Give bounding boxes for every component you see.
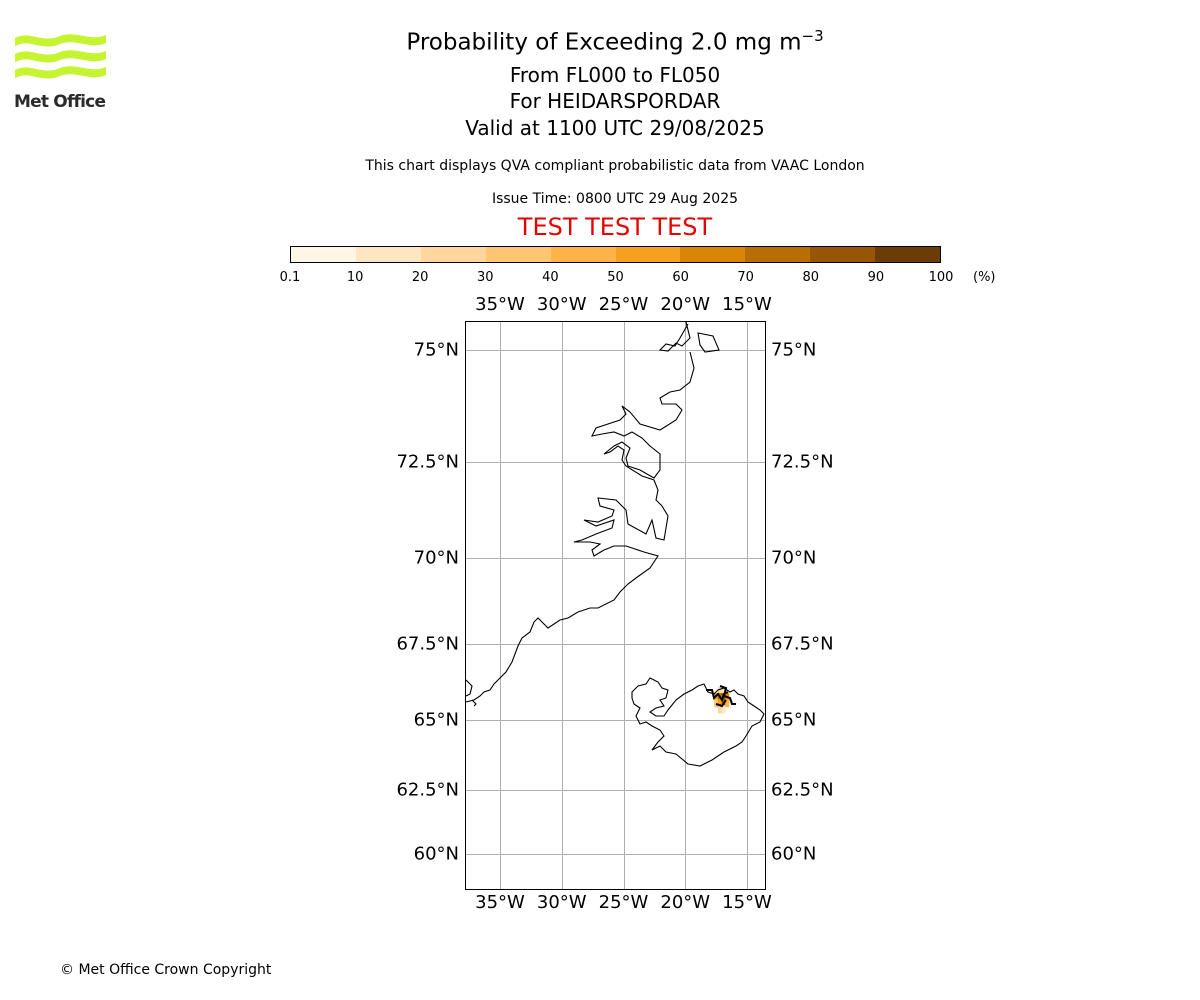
coastline: [465, 321, 765, 767]
lon-top-label: 15°W: [722, 294, 772, 315]
probability-cell: [717, 705, 722, 714]
lon-top-label: 35°W: [475, 294, 525, 315]
colorbar-segment: [550, 247, 616, 262]
lat-left-label: 65°N: [413, 709, 459, 731]
colorbar-tick-label: 80: [802, 270, 820, 285]
lat-left-label: 67.5°N: [396, 633, 459, 655]
colorbar-tick-label: 50: [607, 270, 624, 285]
lat-right-label: 70°N: [771, 547, 817, 569]
lon-bot-label: 15°W: [722, 892, 772, 913]
colorbar-segment: [420, 247, 486, 262]
test-banner: TEST TEST TEST: [517, 213, 713, 241]
met-office-logo: Met Office: [14, 30, 108, 112]
colorbar-tick-label: 0.1: [279, 270, 301, 285]
colorbar-segment: [291, 247, 356, 262]
colorbar-segment: [615, 247, 681, 262]
logo-text: Met Office: [14, 92, 106, 112]
colorbar-tick-label: 40: [542, 270, 559, 285]
copyright-footer: © Met Office Crown Copyright: [60, 962, 272, 978]
colorbar-tick-label: 30: [477, 270, 494, 285]
lon-bot-label: 25°W: [598, 892, 649, 913]
lat-left-label: 72.5°N: [396, 451, 459, 473]
probability-cell: [725, 699, 730, 708]
lon-bot-label: 20°W: [660, 892, 711, 913]
lat-left-label: 60°N: [413, 843, 459, 865]
colorbar-tick-label: 90: [867, 270, 885, 285]
graticule: [466, 322, 765, 889]
colorbar-segment: [875, 247, 941, 262]
colorbar-segment: [745, 247, 811, 262]
lat-left-label: 70°N: [413, 547, 459, 569]
lat-right-label: 60°N: [771, 843, 817, 865]
lon-top-label: 20°W: [660, 294, 711, 315]
volcano-outline: [706, 685, 736, 708]
map-frame: [465, 321, 766, 890]
probability-cell: [721, 687, 726, 696]
lat-right-label: 62.5°N: [771, 779, 834, 801]
colorbar-tick-label: 10: [346, 270, 364, 285]
colorbar-segment: [485, 247, 551, 262]
colorbar-unit: (%): [973, 270, 996, 285]
colorbar-segment: [680, 247, 746, 262]
colorbar-tick-label: 100: [928, 270, 954, 285]
chart-title: Probability of Exceeding 2.0 mg m−3: [406, 27, 824, 56]
colorbar-tick-label: 20: [411, 270, 429, 285]
probability-cell: [721, 705, 726, 714]
lon-top-label: 30°W: [536, 294, 587, 315]
lat-right-label: 65°N: [771, 709, 817, 731]
colorbar-tick-label: 70: [737, 270, 754, 285]
valid-time-subtitle: Valid at 1100 UTC 29/08/2025: [465, 116, 765, 140]
lon-top-label: 25°W: [598, 294, 649, 315]
probability-cell: [717, 699, 722, 708]
lon-bot-label: 35°W: [475, 892, 525, 913]
probability-cell: [717, 687, 722, 696]
wave-logo-icon: [15, 34, 106, 79]
issue-time: Issue Time: 0800 UTC 29 Aug 2025: [491, 191, 739, 207]
flight-level-subtitle: From FL000 to FL050: [509, 63, 721, 87]
probability-colorbar: [290, 246, 941, 263]
volcano-subtitle: For HEIDARSPORDAR: [509, 89, 721, 113]
iceland-coast: [631, 677, 765, 767]
probability-cell: [714, 699, 719, 708]
lat-right-label: 75°N: [771, 339, 817, 361]
colorbar-tick-label: 60: [672, 270, 689, 285]
lat-right-label: 67.5°N: [771, 633, 834, 655]
qva-note: This chart displays QVA compliant probab…: [365, 158, 865, 174]
lat-left-label: 75°N: [413, 339, 459, 361]
greenland-coast: [465, 321, 720, 707]
lat-right-label: 72.5°N: [771, 451, 834, 473]
colorbar-segment: [355, 247, 421, 262]
lon-bot-label: 30°W: [536, 892, 587, 913]
lat-left-label: 62.5°N: [396, 779, 459, 801]
colorbar-segment: [810, 247, 876, 262]
